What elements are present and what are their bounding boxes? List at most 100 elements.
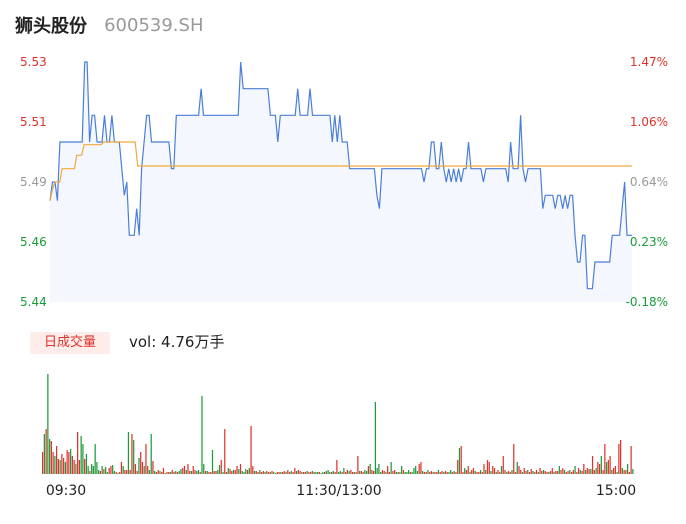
- volume-bar: [360, 471, 362, 474]
- volume-bar: [285, 472, 287, 474]
- volume-bar: [199, 472, 201, 474]
- volume-badge: 日成交量: [30, 332, 110, 354]
- volume-bar: [64, 462, 66, 474]
- volume-bar: [422, 471, 424, 474]
- volume-bar: [374, 402, 377, 474]
- volume-bar: [588, 469, 590, 474]
- volume-bar: [432, 472, 434, 474]
- volume-bar: [169, 472, 172, 474]
- volume-bar: [187, 464, 189, 474]
- volume-bar: [387, 466, 389, 474]
- volume-bar: [415, 466, 417, 474]
- volume-bar: [472, 468, 475, 474]
- volume-bar: [437, 470, 440, 474]
- volume-bar: [294, 468, 296, 474]
- volume-bar: [241, 471, 243, 474]
- volume-bar: [560, 470, 562, 474]
- volume-bar: [390, 462, 392, 474]
- volume-bar: [549, 471, 552, 474]
- volume-bar: [537, 472, 539, 474]
- volume-bar: [91, 464, 93, 474]
- volume-bar: [527, 470, 529, 474]
- volume-bar: [315, 472, 317, 474]
- volume-bar: [359, 471, 361, 474]
- volume-bar: [117, 473, 119, 474]
- volume-bar: [481, 472, 483, 474]
- volume-bar: [262, 471, 264, 474]
- volume-bar: [528, 472, 531, 474]
- volume-bar: [495, 472, 497, 474]
- volume-bar: [544, 471, 546, 474]
- volume-bar: [316, 472, 319, 474]
- volume-bar: [115, 472, 117, 474]
- volume-bar: [392, 471, 394, 474]
- volume-bar: [68, 452, 70, 474]
- volume-bar: [369, 464, 371, 474]
- volume-bar: [106, 472, 109, 474]
- volume-bar: [590, 469, 592, 474]
- volume-bar: [373, 471, 375, 474]
- volume-bar: [224, 429, 226, 474]
- volume-bar: [464, 468, 466, 474]
- volume-bar: [583, 464, 585, 474]
- volume-bar: [366, 471, 368, 474]
- volume-bar: [42, 452, 44, 474]
- volume-bar: [220, 460, 222, 474]
- volume-bar: [339, 471, 341, 474]
- volume-bar: [604, 444, 606, 474]
- volume-bar: [157, 470, 159, 474]
- volume-bar: [173, 472, 175, 474]
- volume-bar: [267, 472, 270, 474]
- pct-tick-label: -0.18%: [626, 295, 668, 309]
- volume-bar: [343, 468, 345, 474]
- volume-bar: [306, 471, 308, 474]
- volume-bar: [388, 472, 391, 474]
- volume-bar: [318, 472, 320, 474]
- volume-bar: [541, 471, 543, 474]
- volume-bar: [450, 470, 452, 474]
- volume-bar: [499, 472, 501, 474]
- volume-bar: [436, 472, 438, 474]
- volume-bar: [250, 426, 252, 474]
- volume-bar: [49, 439, 51, 474]
- volume-bar: [218, 465, 221, 474]
- volume-bar: [148, 470, 151, 474]
- volume-bar: [257, 472, 259, 474]
- volume-bar: [367, 466, 370, 474]
- volume-bar: [612, 468, 615, 474]
- volume-bar: [124, 470, 126, 474]
- volume-bar: [576, 472, 578, 474]
- volume-bar: [210, 472, 212, 474]
- volume-bar: [190, 471, 193, 474]
- volume-bar: [147, 466, 149, 474]
- volume-bar: [129, 470, 131, 474]
- volume-bar: [350, 470, 352, 474]
- volume-summary: vol: 4.76万手: [129, 333, 225, 351]
- volume-bar: [457, 460, 459, 474]
- volume-bar: [591, 456, 594, 474]
- volume-bar: [597, 462, 599, 474]
- volume-bar: [213, 471, 215, 474]
- volume-bar: [183, 466, 186, 474]
- volume-bar: [140, 452, 142, 474]
- volume-bar: [439, 472, 441, 474]
- volume-bar: [103, 469, 105, 474]
- volume-bar: [558, 466, 560, 474]
- volume-bar: [492, 466, 494, 474]
- volume-bar: [329, 472, 331, 474]
- volume-bar: [52, 452, 54, 474]
- volume-bar: [451, 472, 454, 474]
- volume-bar: [380, 472, 382, 474]
- volume-bar: [453, 471, 455, 474]
- volume-bar: [467, 466, 469, 474]
- volume-bar: [411, 472, 413, 474]
- volume-bar: [197, 470, 200, 474]
- volume-bar: [168, 472, 170, 474]
- volume-bar: [108, 468, 110, 474]
- price-area: [50, 62, 632, 302]
- volume-bar: [598, 464, 601, 474]
- pct-tick-label: 0.64%: [630, 175, 668, 189]
- volume-bar: [506, 472, 508, 474]
- volume-bar: [194, 470, 196, 474]
- volume-bar: [280, 472, 282, 474]
